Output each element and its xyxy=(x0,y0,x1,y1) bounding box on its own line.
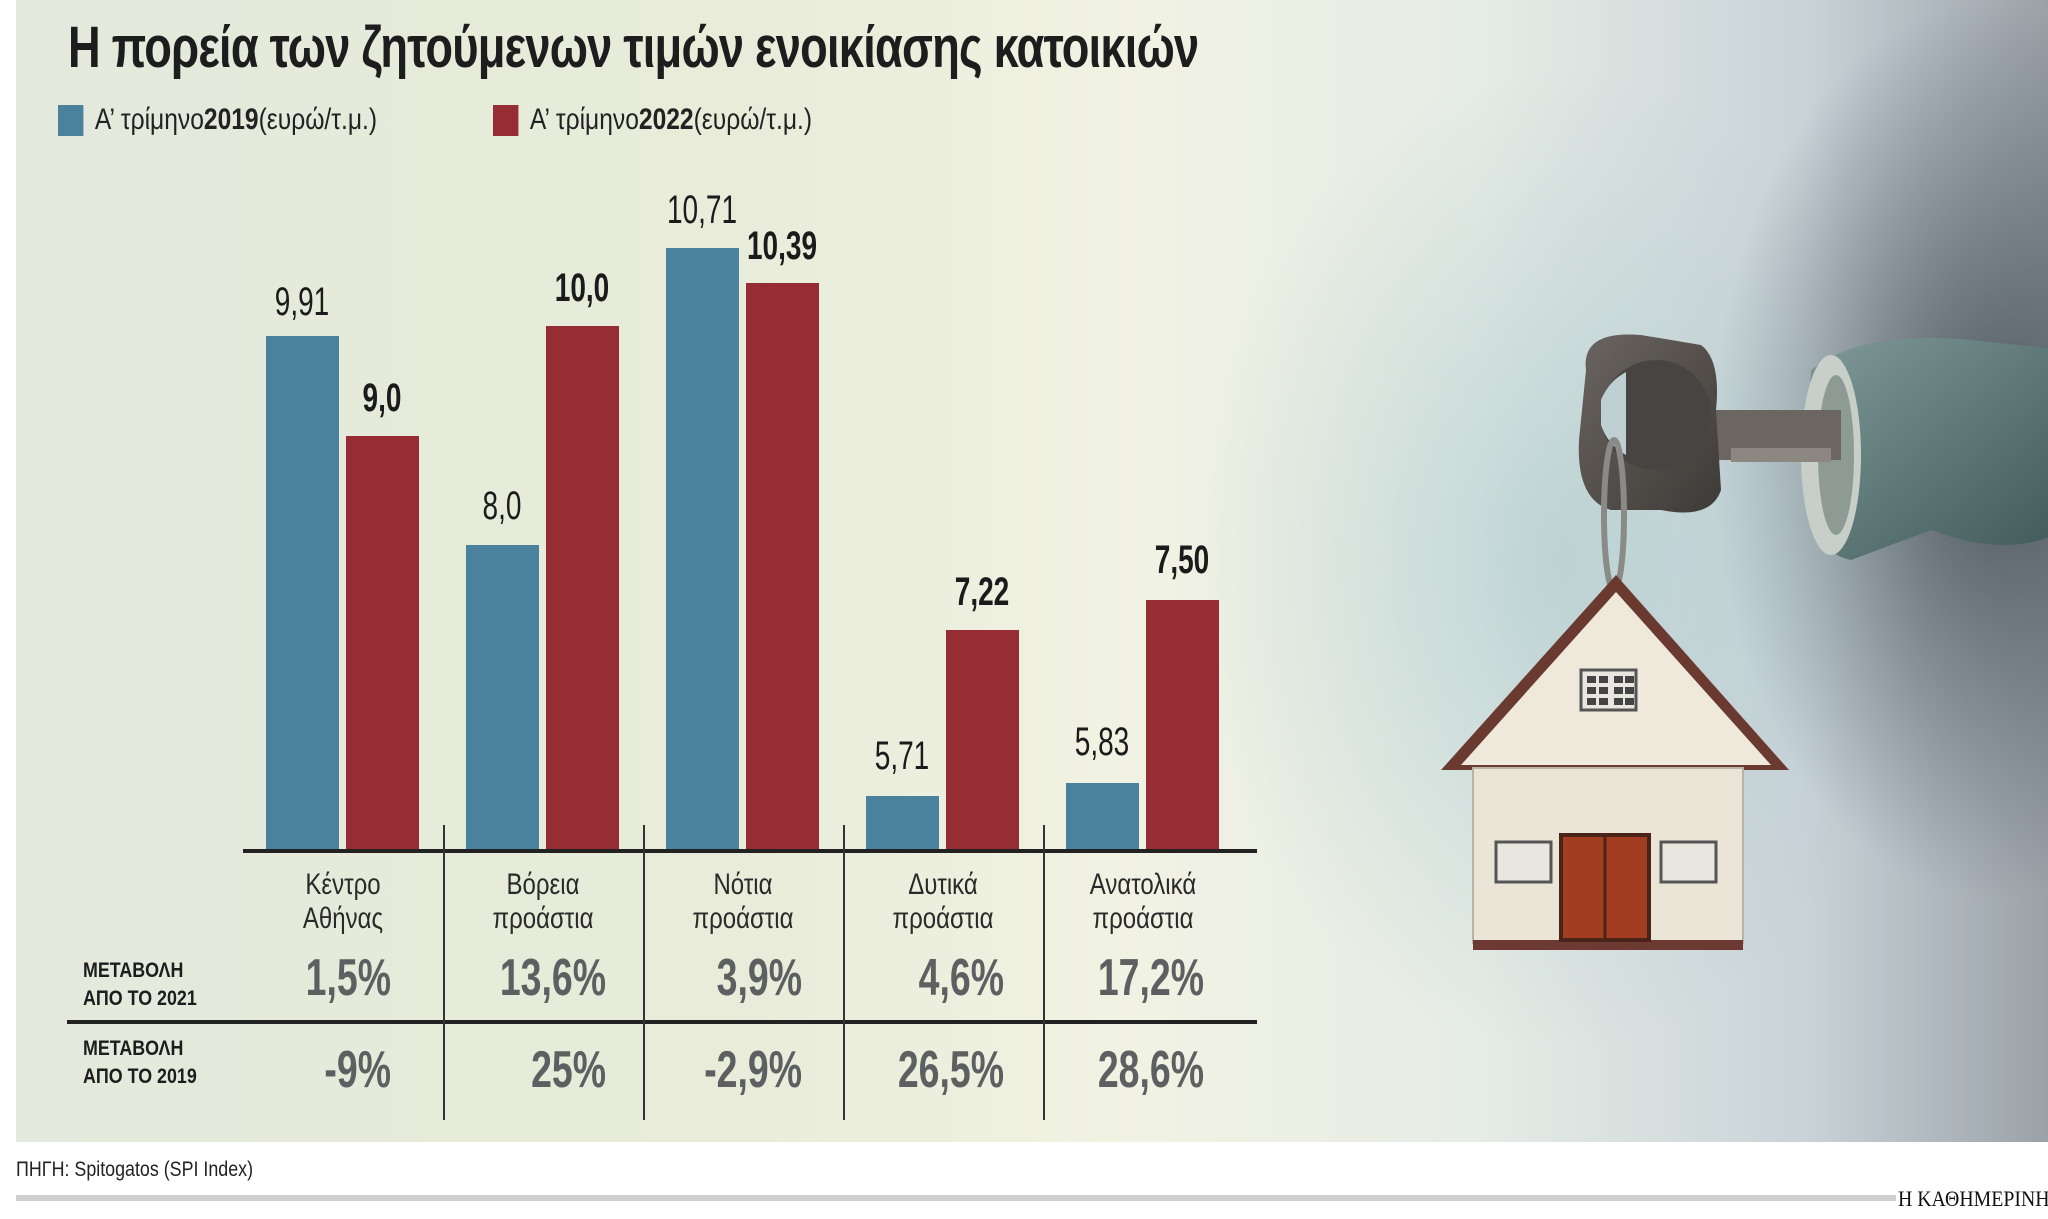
value-label-2019: 8,0 xyxy=(482,484,522,528)
column-divider xyxy=(643,825,645,1120)
key-with-house-keychain-icon xyxy=(1441,334,2048,950)
category-label-line2: προάστια xyxy=(692,902,794,935)
bar-2022-anatolika xyxy=(1146,600,1219,850)
row-label-line2: ΑΠΟ ΤΟ 2021 xyxy=(83,987,197,1010)
change-2021-value: 17,2% xyxy=(1097,949,1204,1007)
bar-2022-notia xyxy=(746,283,819,850)
category-label-line2: προάστια xyxy=(892,902,994,935)
change-2019-value: 25% xyxy=(531,1041,606,1099)
chart-panel: Η πορεία των ζητούμενων τιμών ενοικίασης… xyxy=(16,0,2048,1142)
row-label-line1: ΜΕΤΑΒΟΛΗ xyxy=(83,959,184,982)
column-divider xyxy=(1043,825,1045,1120)
category-label-line1: Κέντρο xyxy=(305,868,381,901)
x-axis-baseline xyxy=(243,849,1257,853)
legend-label-suffix: (ευρώ/τ.μ.) xyxy=(693,103,813,136)
legend-item-2022: Α’ τρίμηνο 2022 (ευρώ/τ.μ.) xyxy=(493,103,812,137)
change-2019-value: -9% xyxy=(324,1041,391,1099)
bar-2019-dytika xyxy=(866,796,939,850)
row-label-change-2019: ΜΕΤΑΒΟΛΗ ΑΠΟ ΤΟ 2019 xyxy=(83,1035,197,1091)
footer-rule xyxy=(16,1195,1896,1201)
bar-2019-notia xyxy=(666,248,739,850)
row-label-line1: ΜΕΤΑΒΟΛΗ xyxy=(83,1037,184,1060)
value-label-2019: 5,83 xyxy=(1074,720,1130,764)
category-label-line2: προάστια xyxy=(1092,902,1194,935)
bar-2022-kentro xyxy=(346,436,419,850)
value-label-2022: 7,22 xyxy=(954,570,1010,614)
value-label-2019: 5,71 xyxy=(874,734,930,778)
row-label-change-2021: ΜΕΤΑΒΟΛΗ ΑΠΟ ΤΟ 2021 xyxy=(83,957,197,1013)
column-divider xyxy=(443,825,445,1120)
legend-label-year: 2022 xyxy=(638,103,694,136)
column-divider xyxy=(843,825,845,1120)
category-label-line1: Βόρεια xyxy=(506,868,580,901)
category-label: Βόρεια προάστια xyxy=(463,868,623,936)
legend-swatch-2019 xyxy=(58,104,84,136)
brand-logo: Η ΚΑΘΗΜΕΡΙΝΗ xyxy=(1898,1186,2048,1211)
value-label-2022: 10,0 xyxy=(554,266,610,310)
category-label-line1: Δυτικά xyxy=(908,868,978,901)
legend-label-year: 2019 xyxy=(203,103,259,136)
category-label: Δυτικά προάστια xyxy=(863,868,1023,936)
value-label-2019: 9,91 xyxy=(274,280,330,324)
change-2019-value: 26,5% xyxy=(897,1041,1004,1099)
legend-swatch-2022 xyxy=(493,104,519,136)
bar-2022-voreia xyxy=(546,326,619,850)
category-label: Κέντρο Αθήνας xyxy=(263,868,423,936)
legend-label-prefix: Α’ τρίμηνο xyxy=(529,103,639,136)
value-label-2019: 10,71 xyxy=(666,188,738,232)
change-2019-value: 28,6% xyxy=(1097,1041,1204,1099)
table-divider xyxy=(67,1020,1257,1024)
row-label-line2: ΑΠΟ ΤΟ 2019 xyxy=(83,1065,197,1088)
value-label-2022: 9,0 xyxy=(362,376,402,420)
legend-item-2019: Α’ τρίμηνο 2019 (ευρώ/τ.μ.) xyxy=(58,103,377,137)
category-label-line2: προάστια xyxy=(492,902,594,935)
value-label-2022: 7,50 xyxy=(1154,538,1210,582)
change-2021-value: 13,6% xyxy=(499,949,606,1007)
category-label-line1: Νότια xyxy=(713,868,773,901)
change-2021-value: 3,9% xyxy=(716,949,802,1007)
category-label-line1: Ανατολικά xyxy=(1089,868,1197,901)
bar-2019-kentro xyxy=(266,336,339,850)
category-label: Ανατολικά προάστια xyxy=(1063,868,1223,936)
bar-2022-dytika xyxy=(946,630,1019,850)
bar-2019-anatolika xyxy=(1066,783,1139,850)
chart-title: Η πορεία των ζητούμενων τιμών ενοικίασης… xyxy=(68,15,1199,80)
source-note: ΠΗΓΗ: Spitogatos (SPI Index) xyxy=(16,1158,254,1181)
category-label: Νότια προάστια xyxy=(663,868,823,936)
change-2021-value: 4,6% xyxy=(918,949,1004,1007)
category-label-line2: Αθήνας xyxy=(302,902,384,935)
value-label-2022: 10,39 xyxy=(746,224,818,268)
legend-label-prefix: Α’ τρίμηνο xyxy=(94,103,204,136)
bar-2019-voreia xyxy=(466,545,539,850)
legend-label-suffix: (ευρώ/τ.μ.) xyxy=(258,103,378,136)
change-2021-value: 1,5% xyxy=(305,949,391,1007)
change-2019-value: -2,9% xyxy=(704,1041,802,1099)
